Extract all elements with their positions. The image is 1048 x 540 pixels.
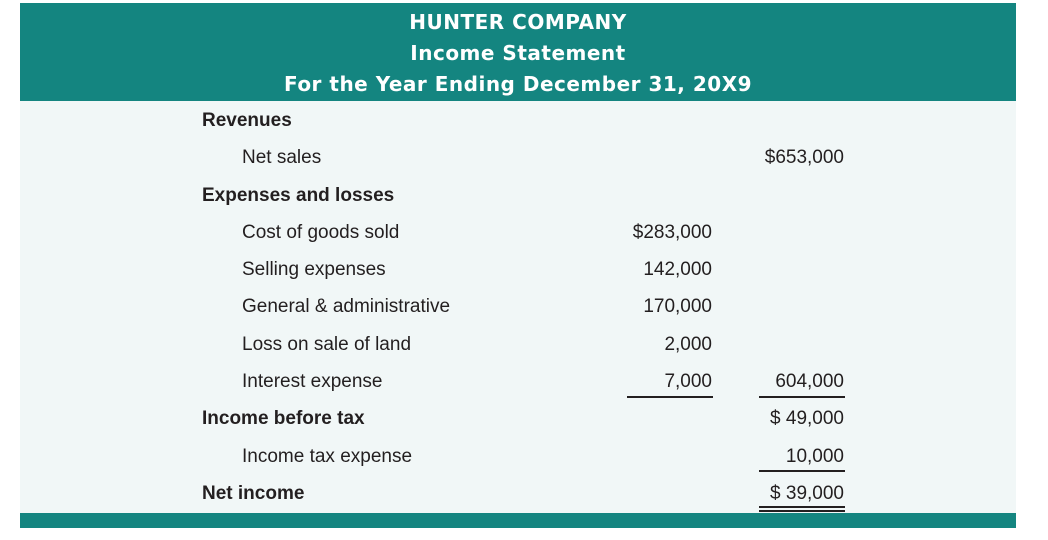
section-row-expenses-and-losses: Expenses and losses	[20, 181, 1016, 211]
section-heading: Expenses and losses	[202, 185, 395, 206]
total-amount: 604,000	[775, 371, 844, 392]
detail-amount: 2,000	[664, 334, 712, 355]
footer-bar	[20, 513, 1016, 528]
total-amount: 10,000	[785, 446, 844, 467]
statement-header: HUNTER COMPANY Income Statement For the …	[20, 3, 1016, 101]
total-underline	[759, 470, 845, 472]
line-item-label: Income tax expense	[242, 446, 413, 467]
detail-amount: 7,000	[664, 371, 712, 392]
line-item-net-income: Net income $ 39,000	[20, 479, 1016, 509]
line-item-label: Cost of goods sold	[242, 222, 400, 243]
line-item-label: Selling expenses	[242, 259, 386, 280]
section-row-revenues: Revenues	[20, 106, 1016, 136]
line-item-general-administrative: General & administrative 170,000	[20, 292, 1016, 322]
total-underline	[759, 396, 845, 398]
line-item-label: General & administrative	[242, 296, 451, 317]
line-item-selling-expenses: Selling expenses 142,000	[20, 255, 1016, 285]
total-amount: $653,000	[764, 147, 844, 168]
line-item-label: Income before tax	[202, 408, 365, 429]
line-item-income-tax-expense: Income tax expense 10,000	[20, 442, 1016, 472]
line-item-label: Net income	[202, 483, 305, 504]
statement-period: For the Year Ending December 31, 20X9	[283, 72, 753, 96]
subtotal-underline	[627, 396, 713, 398]
total-amount: $ 39,000	[770, 483, 844, 504]
line-item-income-before-tax: Income before tax $ 49,000	[20, 404, 1016, 434]
income-statement: HUNTER COMPANY Income Statement For the …	[20, 3, 1016, 528]
section-heading: Revenues	[202, 110, 292, 131]
line-item-label: Loss on sale of land	[242, 334, 412, 355]
line-item-label: Interest expense	[242, 371, 383, 392]
line-item-label: Net sales	[242, 147, 322, 168]
detail-amount: 170,000	[643, 296, 712, 317]
line-item-cost-of-goods-sold: Cost of goods sold $283,000	[20, 218, 1016, 248]
detail-amount: $283,000	[632, 222, 712, 243]
line-item-loss-on-sale-of-land: Loss on sale of land 2,000	[20, 330, 1016, 360]
total-amount: $ 49,000	[770, 408, 844, 429]
detail-amount: 142,000	[643, 259, 712, 280]
double-underline	[759, 506, 845, 512]
line-item-net-sales: Net sales $653,000	[20, 143, 1016, 173]
statement-title: Income Statement	[410, 41, 626, 65]
line-item-interest-expense: Interest expense 7,000 604,000	[20, 367, 1016, 397]
company-name: HUNTER COMPANY	[409, 10, 627, 34]
